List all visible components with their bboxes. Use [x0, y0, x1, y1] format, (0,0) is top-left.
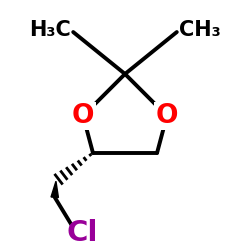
Text: O: O: [156, 103, 178, 129]
Text: O: O: [72, 103, 94, 129]
Text: Cl: Cl: [66, 219, 98, 247]
Text: H₃C: H₃C: [29, 20, 71, 40]
Text: CH₃: CH₃: [179, 20, 221, 40]
Polygon shape: [51, 181, 59, 198]
